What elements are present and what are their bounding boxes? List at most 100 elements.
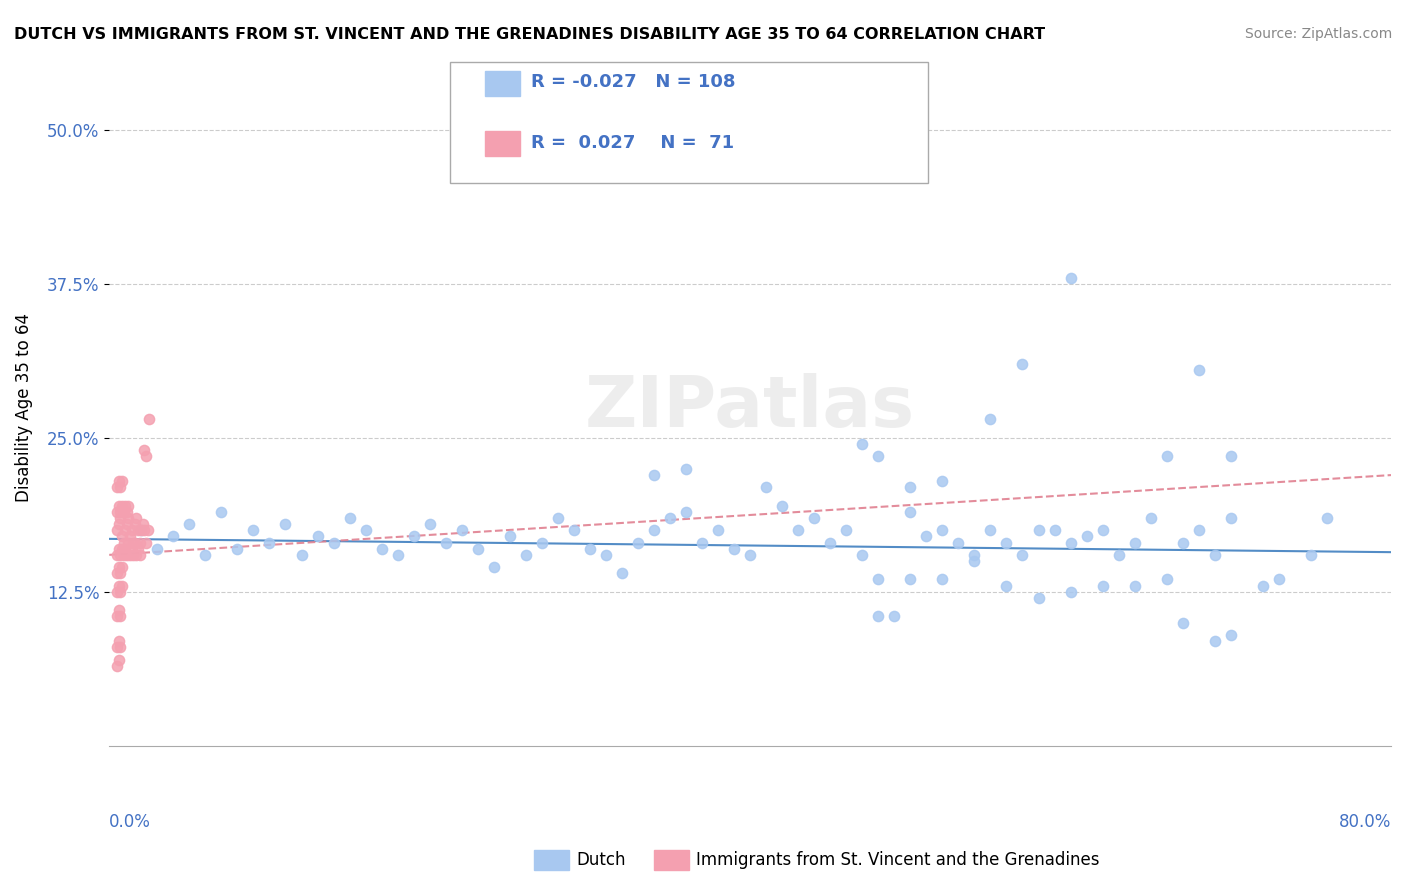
Point	[112, 505, 135, 519]
Point	[120, 548, 142, 562]
Point	[209, 505, 232, 519]
Text: R = -0.027   N = 108: R = -0.027 N = 108	[531, 73, 735, 91]
Point	[1171, 615, 1194, 630]
Point	[322, 535, 344, 549]
Point	[110, 548, 132, 562]
Point	[898, 573, 921, 587]
Point	[117, 535, 139, 549]
Point	[579, 541, 602, 556]
Point	[979, 523, 1001, 537]
Point	[111, 529, 134, 543]
Point	[898, 480, 921, 494]
Point	[122, 535, 145, 549]
Point	[467, 541, 489, 556]
Point	[110, 511, 132, 525]
Point	[115, 517, 138, 532]
Text: Dutch: Dutch	[576, 851, 626, 869]
Point	[1091, 579, 1114, 593]
Point	[135, 535, 157, 549]
Point	[851, 437, 873, 451]
Point	[194, 548, 217, 562]
Point	[1156, 573, 1178, 587]
Point	[835, 523, 858, 537]
Point	[134, 443, 156, 458]
Point	[111, 560, 134, 574]
Point	[339, 511, 361, 525]
Point	[690, 535, 713, 549]
Point	[1268, 573, 1291, 587]
Point	[110, 609, 132, 624]
Point	[124, 535, 146, 549]
Point	[818, 535, 841, 549]
Point	[110, 640, 132, 655]
Point	[868, 609, 890, 624]
Point	[643, 523, 665, 537]
Point	[115, 548, 138, 562]
Point	[127, 541, 149, 556]
Point	[259, 535, 281, 549]
Point	[723, 541, 745, 556]
Point	[108, 541, 131, 556]
Point	[105, 566, 128, 581]
Point	[499, 529, 522, 543]
Point	[354, 523, 377, 537]
Point	[1076, 529, 1098, 543]
Point	[128, 535, 150, 549]
Text: Source: ZipAtlas.com: Source: ZipAtlas.com	[1244, 27, 1392, 41]
Text: ZIPatlas: ZIPatlas	[585, 373, 915, 442]
Point	[1156, 450, 1178, 464]
Point	[562, 523, 585, 537]
Point	[770, 117, 793, 131]
Point	[547, 511, 569, 525]
Point	[595, 548, 617, 562]
Point	[108, 603, 131, 617]
Point	[1059, 270, 1081, 285]
Text: 0.0%: 0.0%	[110, 814, 150, 831]
Point	[1251, 579, 1274, 593]
Point	[110, 480, 132, 494]
Point	[120, 529, 142, 543]
Point	[482, 560, 505, 574]
Point	[111, 541, 134, 556]
Point	[115, 505, 138, 519]
Point	[1059, 535, 1081, 549]
Text: DUTCH VS IMMIGRANTS FROM ST. VINCENT AND THE GRENADINES DISABILITY AGE 35 TO 64 : DUTCH VS IMMIGRANTS FROM ST. VINCENT AND…	[14, 27, 1045, 42]
Point	[110, 505, 132, 519]
Text: Immigrants from St. Vincent and the Grenadines: Immigrants from St. Vincent and the Gren…	[696, 851, 1099, 869]
Point	[931, 523, 953, 537]
Point	[112, 548, 135, 562]
Point	[108, 634, 131, 648]
Point	[226, 541, 249, 556]
Point	[111, 474, 134, 488]
Point	[105, 609, 128, 624]
Point	[387, 548, 409, 562]
Point	[707, 523, 730, 537]
Point	[117, 499, 139, 513]
Point	[1123, 579, 1146, 593]
Point	[1219, 511, 1241, 525]
Point	[1011, 357, 1033, 371]
Point	[659, 511, 682, 525]
Point	[114, 523, 136, 537]
Point	[134, 523, 156, 537]
Point	[948, 535, 970, 549]
Point	[643, 467, 665, 482]
Point	[105, 505, 128, 519]
Text: R =  0.027    N =  71: R = 0.027 N = 71	[531, 134, 734, 152]
Point	[125, 511, 148, 525]
Point	[114, 541, 136, 556]
Point	[883, 609, 905, 624]
Point	[770, 499, 793, 513]
Point	[675, 505, 697, 519]
Point	[979, 412, 1001, 426]
Text: 80.0%: 80.0%	[1339, 814, 1391, 831]
Point	[1219, 450, 1241, 464]
Point	[105, 640, 128, 655]
Point	[1059, 584, 1081, 599]
Point	[1204, 634, 1226, 648]
Point	[450, 523, 472, 537]
Point	[105, 548, 128, 562]
Point	[179, 517, 201, 532]
Point	[105, 584, 128, 599]
Point	[121, 523, 143, 537]
